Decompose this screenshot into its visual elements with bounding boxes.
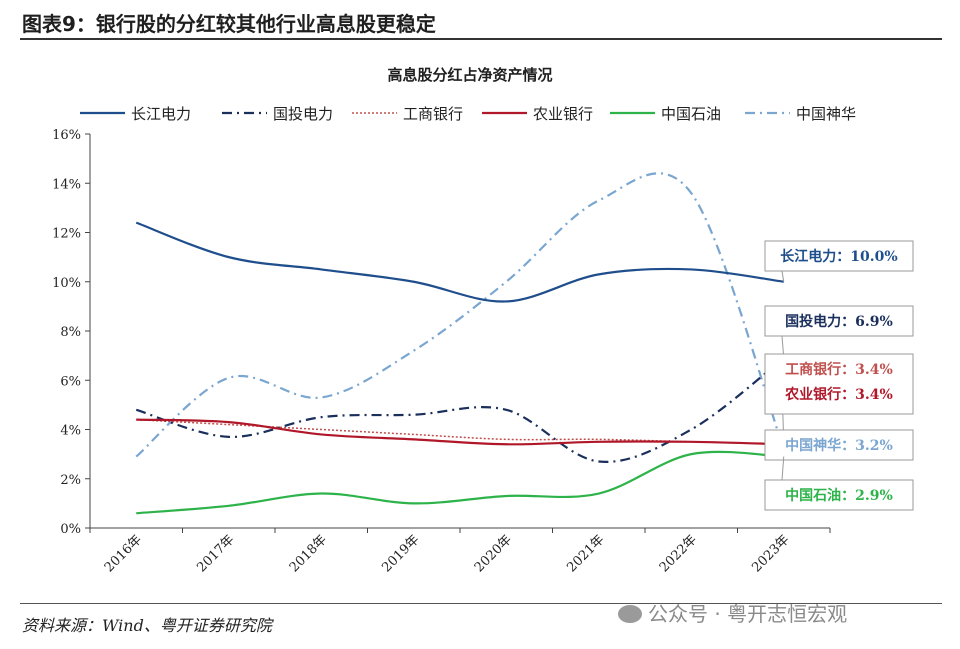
- callout-box: [764, 305, 914, 337]
- callout-box: [764, 429, 914, 461]
- legend: 长江电力 国投电力 工商银行 农业银行 中国石油 中国神华: [80, 105, 856, 123]
- y-tick-label: 10%: [52, 276, 81, 291]
- value-callouts: 长江电力：10.0% 国投电力：6.9% 工商银行：3.4% 农业银行：3.4% 中国神…: [764, 240, 914, 511]
- series-line: [135, 172, 785, 458]
- y-tick-label: 6%: [60, 374, 81, 389]
- series-line: [136, 418, 784, 446]
- x-tick-label: 2023年: [749, 532, 792, 575]
- x-tick-label: 2019年: [379, 532, 422, 575]
- footer-divider: [20, 603, 942, 604]
- x-tick-label: 2017年: [194, 532, 237, 575]
- watermark-text: 公众号 · 粤开志恒宏观: [648, 602, 848, 626]
- y-tick-label: 8%: [60, 325, 81, 340]
- legend-label: 农业银行: [533, 105, 593, 123]
- callout-box: [764, 353, 914, 415]
- callout-label: 长江电力：10.0%: [780, 248, 897, 265]
- chart-title: 高息股分红占净资产情况: [387, 66, 552, 84]
- source-note: 资料来源：Wind、粤开证券研究院: [22, 616, 272, 635]
- legend-label: 中国石油: [661, 105, 721, 123]
- legend-label: 工商银行: [403, 105, 463, 123]
- legend-label: 中国神华: [796, 105, 856, 123]
- y-tick-label: 12%: [52, 227, 81, 242]
- line-chart: 高息股分红占净资产情况 长江电力 国投电力 工商银行 农业银行 中国石油 中国神华 0% 2…: [52, 66, 914, 575]
- callout-leader: [781, 456, 785, 481]
- x-tick-label: 2022年: [657, 532, 700, 575]
- callout-label: 国投电力：6.9%: [785, 313, 893, 330]
- callout-label: 中国石油：2.9%: [785, 487, 893, 504]
- x-tick-label: 2020年: [472, 532, 515, 575]
- series-line: [135, 221, 784, 303]
- x-tick-label: 2021年: [564, 532, 607, 575]
- y-tick-label: 16%: [52, 128, 81, 143]
- axes: 0% 2% 4% 6% 8% 10% 12% 14% 16% 2016年 2017年 2018年 201…: [52, 128, 831, 575]
- y-tick-label: 14%: [52, 177, 81, 192]
- legend-label: 国投电力: [273, 105, 333, 123]
- callout-label: 工商银行：3.4%: [785, 361, 893, 378]
- callout-box: [764, 240, 914, 272]
- wechat-icon: [618, 604, 642, 623]
- callout-label: 农业银行：3.4%: [784, 386, 893, 403]
- series-lines: [135, 172, 785, 515]
- y-tick-label: 2%: [60, 473, 81, 488]
- y-tick-label: 4%: [60, 424, 81, 439]
- series-line: [135, 357, 785, 463]
- watermark: 公众号 · 粤开志恒宏观: [618, 598, 847, 627]
- figure-title: 图表9：银行股的分红较其他行业高息股更稳定: [22, 12, 436, 36]
- callout-leader: [781, 270, 785, 282]
- y-tick-label: 0%: [60, 522, 81, 537]
- title-divider: [20, 38, 942, 40]
- series-line: [136, 418, 784, 446]
- callout-label: 中国神华：3.2%: [785, 437, 893, 454]
- x-tick-label: 2018年: [287, 532, 330, 575]
- series-line: [136, 450, 784, 515]
- x-tick-label: 2016年: [102, 532, 145, 575]
- callout-box: [764, 479, 914, 511]
- legend-label: 长江电力: [131, 105, 191, 123]
